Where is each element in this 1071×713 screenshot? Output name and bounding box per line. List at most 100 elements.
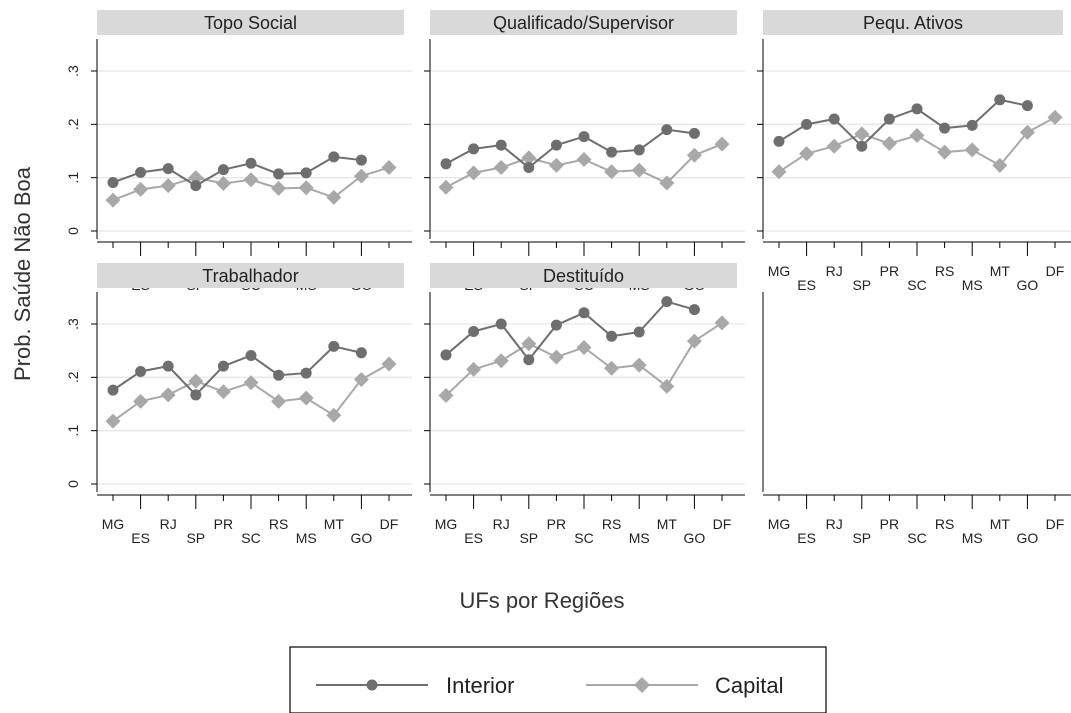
x-tick-label: MT	[990, 516, 1011, 532]
x-tick-label: MG	[768, 263, 791, 279]
y-tick-label: .3	[65, 318, 81, 330]
x-tick-label: RJ	[826, 263, 843, 279]
point-capital	[604, 164, 620, 180]
x-axis-label: UFs por Regiões	[459, 588, 624, 613]
point-interior	[273, 168, 285, 180]
point-capital	[215, 384, 231, 400]
point-capital	[133, 181, 149, 197]
panel-qualificado-supervisor: Qualificado/SupervisorMGESRJSPPRSCRSMSMT…	[424, 10, 745, 293]
x-tick-label: ES	[464, 530, 483, 546]
x-tick-label: ES	[797, 530, 816, 546]
series-line-capital	[112, 363, 390, 422]
point-capital	[215, 176, 231, 192]
point-interior	[856, 140, 868, 152]
point-capital	[881, 136, 897, 152]
point-capital	[1019, 124, 1035, 140]
point-capital	[493, 353, 509, 369]
panel-title-bg	[97, 263, 404, 288]
y-tick-label: .2	[65, 118, 81, 130]
x-tick-label: MT	[324, 516, 345, 532]
x-tick-label: MS	[296, 530, 317, 546]
panel-pequ-ativos: Pequ. Ativos MG ES RJ SP PR SC RS MS MT GO DF	[757, 10, 1071, 293]
x-tick-label: SP	[519, 530, 538, 546]
point-capital	[631, 162, 647, 178]
panel-title-bg	[430, 10, 737, 35]
point-interior	[245, 157, 257, 169]
point-capital	[576, 152, 592, 168]
point-interior	[355, 347, 367, 359]
x-tick-label: SP	[186, 530, 205, 546]
legend-capital-label: Capital	[715, 673, 783, 698]
x-tick-label: SC	[907, 530, 926, 546]
point-interior	[773, 135, 785, 147]
point-interior	[273, 369, 285, 381]
panel-title-bg	[763, 10, 1063, 35]
y-tick-label: .3	[65, 65, 81, 77]
y-tick-label: 0	[65, 227, 81, 235]
point-capital	[188, 170, 204, 186]
point-interior	[328, 151, 340, 163]
point-interior	[523, 162, 535, 174]
point-interior	[495, 139, 507, 151]
point-capital	[105, 192, 121, 208]
x-tick-label: PR	[547, 516, 566, 532]
x-tick-label: SP	[852, 277, 871, 293]
point-capital	[548, 157, 564, 173]
point-capital	[576, 339, 592, 355]
point-capital	[160, 178, 176, 194]
point-capital	[353, 168, 369, 184]
legend-box	[289, 646, 827, 713]
point-interior	[162, 163, 174, 175]
panel-trabalhador: Trabalhador 0 .1 .2 .3 MG ES RJ SP PR SC RS MS MT GO DF	[65, 263, 412, 546]
y-tick-label: .2	[65, 371, 81, 383]
point-capital	[714, 315, 730, 331]
point-interior	[994, 94, 1006, 106]
y-tick-label: .1	[65, 425, 81, 437]
point-interior	[135, 166, 147, 178]
x-tick-label: PR	[214, 516, 233, 532]
y-tick-label: .1	[65, 172, 81, 184]
point-interior	[190, 389, 202, 401]
point-capital	[964, 142, 980, 158]
x-tick-label: MS	[629, 530, 650, 546]
point-capital	[326, 407, 342, 423]
x-tick-label: MG	[102, 516, 125, 532]
x-tick-label: SC	[574, 530, 593, 546]
panel-title: Pequ. Ativos	[863, 13, 963, 33]
legend-capital-marker	[634, 677, 650, 693]
point-interior	[606, 146, 618, 158]
point-capital	[298, 180, 314, 196]
point-capital	[992, 157, 1008, 173]
point-capital	[466, 361, 482, 377]
y-tick-label: 0	[65, 480, 81, 488]
point-interior	[468, 143, 480, 155]
x-tick-label: GO	[684, 530, 706, 546]
x-tick-label: PR	[880, 516, 899, 532]
panel-title: Qualificado/Supervisor	[493, 13, 674, 33]
point-capital	[854, 126, 870, 142]
point-interior	[135, 365, 147, 377]
y-axis-label: Prob. Saúde Não Boa	[10, 166, 35, 381]
point-interior	[911, 103, 923, 115]
point-interior	[300, 167, 312, 179]
point-capital	[799, 146, 815, 162]
x-tick-label: RJ	[826, 516, 843, 532]
point-capital	[909, 128, 925, 144]
point-interior	[939, 122, 951, 134]
series-line-interior	[112, 155, 362, 187]
point-capital	[133, 393, 149, 409]
point-interior	[801, 118, 813, 130]
panels: Topo Social 0 .1 .2 .3 MG ES RJ SP PR SC RS MS MT GO DF…	[65, 10, 1071, 546]
point-interior	[688, 127, 700, 139]
point-interior	[606, 330, 618, 342]
point-capital	[686, 147, 702, 163]
point-capital	[298, 390, 314, 406]
point-interior	[245, 349, 257, 361]
point-capital	[381, 160, 397, 176]
point-interior	[217, 360, 229, 372]
point-interior	[468, 325, 480, 337]
x-tick-label: SC	[907, 277, 926, 293]
point-capital	[466, 165, 482, 181]
